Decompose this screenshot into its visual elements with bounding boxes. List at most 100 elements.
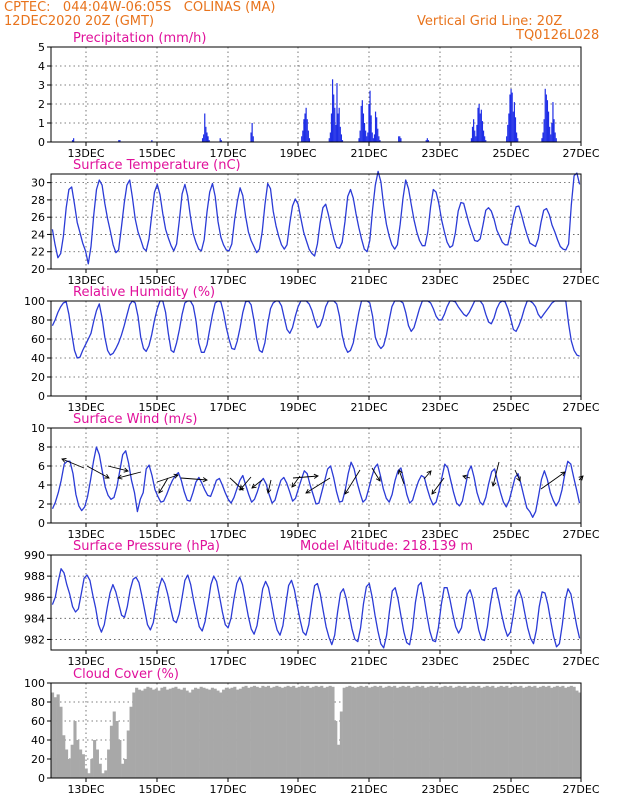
precipitation-bar xyxy=(515,132,518,142)
cloud-cover-fill-bar xyxy=(283,686,287,778)
precipitation-bar xyxy=(118,140,120,142)
humidity-xtick-label: 13DEC xyxy=(67,401,104,414)
temperature-title: Surface Temperature (nC) xyxy=(73,158,241,173)
cloud-cover-fill-bar xyxy=(530,686,534,778)
precipitation-bar xyxy=(71,140,74,142)
humidity-xtick-label: 19DEC xyxy=(279,401,316,414)
humidity-ytick-label: 0 xyxy=(38,390,45,403)
wind-arrow-head xyxy=(117,474,123,480)
cloud-cover-fill-bar xyxy=(160,687,164,778)
cloud-cover-fill-bar xyxy=(185,690,189,778)
cloud-cover-fill-bar xyxy=(137,689,142,778)
cloud-cover-fill-bar xyxy=(241,686,245,778)
precipitation-bar xyxy=(398,136,400,142)
cloud-cover-fill-bar xyxy=(393,685,397,778)
cloud-cover-fill-bar xyxy=(230,687,234,778)
wind-arrow xyxy=(540,471,566,490)
cloud-cover-fill-bar xyxy=(348,685,352,778)
precipitation-bar xyxy=(333,94,335,142)
cloud-cover-fill-bar xyxy=(252,685,257,778)
wind-arrow-head xyxy=(578,475,584,481)
cloud-cover-title: Cloud Cover (%) xyxy=(73,667,179,682)
precipitation-bar xyxy=(547,111,550,142)
cloud-cover-fill-bar xyxy=(76,740,80,778)
precipitation-bar xyxy=(514,117,517,142)
temperature-xtick-label: 23DEC xyxy=(421,274,458,287)
cloud-cover-fill-bar xyxy=(558,686,562,778)
temperature-ytick-label: 24 xyxy=(31,228,45,241)
cloud-cover-fill-bar xyxy=(151,689,156,778)
precipitation-bar xyxy=(369,90,371,142)
cloud-cover-fill-bar xyxy=(566,686,571,778)
precipitation-bar xyxy=(476,124,478,142)
precipitation-bar xyxy=(511,92,513,142)
precipitation-bar xyxy=(554,132,556,142)
cloud-cover-fill-bar xyxy=(339,711,343,778)
cloud-cover-fill-bar xyxy=(480,687,484,778)
cloud-cover-fill-bar xyxy=(370,686,374,778)
cloud-cover-fill-bar xyxy=(555,685,559,778)
precipitation-bar xyxy=(330,113,333,142)
cloud-cover-fill-bar xyxy=(258,687,262,778)
cloud-cover-fill-bar xyxy=(477,685,481,778)
humidity-ytick-label: 60 xyxy=(31,333,45,346)
cloud-cover-fill-bar xyxy=(317,686,321,778)
cloud-cover-fill-bar xyxy=(308,687,313,778)
precipitation-bar xyxy=(367,132,369,142)
cloud-cover-fill-bar xyxy=(463,685,467,778)
humidity-ytick-label: 20 xyxy=(31,371,45,384)
precipitation-bar xyxy=(374,111,377,142)
pressure-panel: 982 984 986 988 990 13DEC 15DEC 17DEC 19DEC 21DEC… xyxy=(24,539,600,668)
humidity-title: Relative Humidity (%) xyxy=(73,285,215,300)
precipitation-bar xyxy=(151,140,153,142)
precipitation-bar xyxy=(506,136,508,142)
precipitation-xtick-label: 15DEC xyxy=(138,147,175,160)
precipitation-bar xyxy=(365,130,367,142)
wind-arrow-head xyxy=(123,467,129,473)
cloud-cover-fill-bar xyxy=(59,706,63,778)
pressure-xtick-label: 15DEC xyxy=(138,655,175,668)
precipitation-bar xyxy=(340,134,342,142)
wind-ytick-label: 6 xyxy=(38,460,45,473)
cloud-cover-fill-bar xyxy=(250,686,254,778)
cloud-cover-fill-bar xyxy=(471,685,475,778)
cloud-cover-fill-bar xyxy=(216,690,220,778)
precipitation-bar xyxy=(328,138,330,142)
cloud-cover-xtick-label: 21DEC xyxy=(350,783,387,796)
cloud-cover-fill-bar xyxy=(437,687,442,778)
humidity-series-line xyxy=(51,300,580,359)
cloud-cover-fill-bar xyxy=(331,686,335,778)
precipitation-bar xyxy=(363,123,366,142)
wind-arrow xyxy=(305,477,331,494)
humidity-panel: 0 20 40 60 80 100 13DEC 15DEC 17DEC 19DEC 21DEC 23D… xyxy=(24,285,600,414)
wind-xtick-label: 25DEC xyxy=(492,528,529,541)
precipitation-bar xyxy=(480,109,482,142)
wind-arrow xyxy=(371,467,381,482)
cloud-cover-fill-bar xyxy=(174,686,178,778)
cloud-cover-fill-bar xyxy=(578,692,582,778)
wind-arrow xyxy=(514,469,521,482)
cloud-cover-fill-bar xyxy=(351,686,355,778)
cloud-cover-xtick-label: 13DEC xyxy=(67,783,104,796)
cloud-cover-fill-bar xyxy=(115,721,119,778)
temperature-xtick-label: 21DEC xyxy=(350,274,387,287)
cloud-cover-fill-bar xyxy=(154,688,158,778)
cloud-cover-fill-bar xyxy=(278,686,282,778)
cloud-cover-fill-bar xyxy=(224,687,228,778)
humidity-frame xyxy=(50,300,582,397)
temperature-xtick-label: 25DEC xyxy=(492,274,529,287)
precipitation-bar xyxy=(307,130,309,142)
wind-arrow-head xyxy=(426,470,432,476)
precipitation-ytick-label: 1 xyxy=(38,117,45,130)
cloud-cover-fill-bar xyxy=(440,686,444,778)
precipitation-bar xyxy=(301,136,303,142)
cloud-cover-fill-bar xyxy=(552,686,557,778)
cloud-cover-fill-bar xyxy=(73,721,77,778)
pressure-xtick-label: 19DEC xyxy=(279,655,316,668)
precipitation-bar xyxy=(250,132,252,142)
cloud-cover-xtick-label: 17DEC xyxy=(209,783,246,796)
cloud-cover-xtick-label: 27DEC xyxy=(562,783,599,796)
cloud-cover-fill-bar xyxy=(112,711,116,778)
precipitation-bar xyxy=(479,113,481,142)
precipitation-bar xyxy=(379,140,381,142)
